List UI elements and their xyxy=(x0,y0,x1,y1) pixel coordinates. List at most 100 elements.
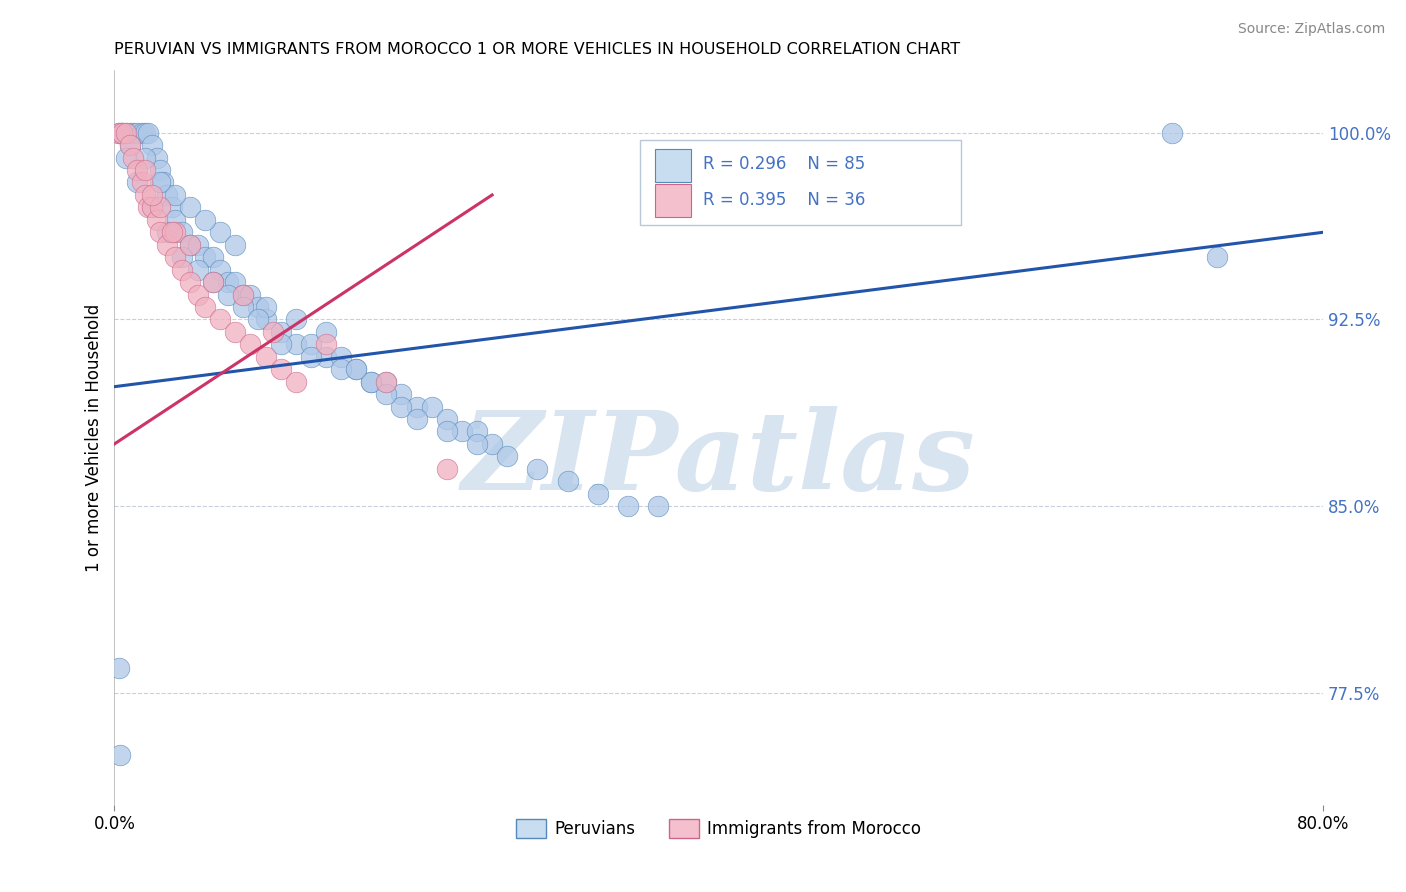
Point xyxy=(118,138,141,153)
Point xyxy=(201,275,224,289)
Point xyxy=(246,312,269,326)
Point xyxy=(118,138,141,153)
Point xyxy=(496,450,519,464)
Text: PERUVIAN VS IMMIGRANTS FROM MOROCCO 1 OR MORE VEHICLES IN HOUSEHOLD CORRELATION : PERUVIAN VS IMMIGRANTS FROM MOROCCO 1 OR… xyxy=(114,42,960,57)
Text: ZIPatlas: ZIPatlas xyxy=(461,406,976,514)
Point xyxy=(149,176,172,190)
Point xyxy=(201,250,224,264)
Text: R = 0.395    N = 36: R = 0.395 N = 36 xyxy=(703,192,866,210)
Text: R = 0.296    N = 85: R = 0.296 N = 85 xyxy=(703,155,865,173)
Point xyxy=(156,225,179,239)
Point xyxy=(111,126,134,140)
Point xyxy=(330,350,353,364)
Point xyxy=(160,225,183,239)
Point xyxy=(194,212,217,227)
Point xyxy=(436,425,458,439)
Point xyxy=(375,375,398,389)
Point xyxy=(209,262,232,277)
Point xyxy=(134,188,156,202)
Point xyxy=(111,126,134,140)
Point xyxy=(224,275,246,289)
Point xyxy=(315,325,337,339)
Point xyxy=(481,437,503,451)
Point xyxy=(254,350,277,364)
Point xyxy=(149,200,172,214)
Point xyxy=(179,237,201,252)
Point xyxy=(239,287,262,301)
Point xyxy=(262,325,284,339)
Point xyxy=(436,462,458,476)
Point xyxy=(465,437,488,451)
Point xyxy=(254,300,277,314)
Point xyxy=(405,400,427,414)
Point xyxy=(330,362,353,376)
Point xyxy=(270,337,292,351)
Point xyxy=(179,237,201,252)
Point xyxy=(115,126,138,140)
Point xyxy=(141,138,163,153)
Point xyxy=(217,275,239,289)
Point xyxy=(315,337,337,351)
Point xyxy=(125,126,148,140)
Point xyxy=(136,126,159,140)
Point xyxy=(108,661,131,675)
Point xyxy=(152,176,174,190)
Point xyxy=(557,475,579,489)
Point xyxy=(125,176,148,190)
Point xyxy=(284,312,307,326)
Point xyxy=(344,362,367,376)
Point xyxy=(145,151,167,165)
Point xyxy=(1206,250,1229,264)
Point xyxy=(270,362,292,376)
Point xyxy=(360,375,382,389)
Point xyxy=(254,312,277,326)
Point xyxy=(391,400,413,414)
Legend: Peruvians, Immigrants from Morocco: Peruvians, Immigrants from Morocco xyxy=(509,812,928,845)
Point xyxy=(134,163,156,178)
Point xyxy=(284,337,307,351)
Point xyxy=(186,262,208,277)
Point xyxy=(232,287,254,301)
Point xyxy=(141,188,163,202)
Point xyxy=(163,225,186,239)
Point xyxy=(141,200,163,214)
Point xyxy=(246,300,269,314)
Point xyxy=(617,499,640,513)
Point xyxy=(375,375,398,389)
Point xyxy=(172,225,194,239)
Point xyxy=(375,387,398,401)
Point xyxy=(125,163,148,178)
Point xyxy=(360,375,382,389)
Point xyxy=(405,412,427,426)
Point xyxy=(156,237,179,252)
Point xyxy=(186,287,208,301)
Point xyxy=(391,387,413,401)
Point xyxy=(121,151,143,165)
FancyBboxPatch shape xyxy=(640,140,960,225)
Point xyxy=(239,337,262,351)
Point xyxy=(163,188,186,202)
Point xyxy=(224,325,246,339)
Point xyxy=(131,126,153,140)
Point xyxy=(179,200,201,214)
FancyBboxPatch shape xyxy=(655,149,690,182)
Y-axis label: 1 or more Vehicles in Household: 1 or more Vehicles in Household xyxy=(86,303,103,572)
Point xyxy=(141,200,163,214)
Point xyxy=(108,126,131,140)
Point xyxy=(1161,126,1184,140)
Point xyxy=(134,126,156,140)
Point xyxy=(194,250,217,264)
Point xyxy=(465,425,488,439)
FancyBboxPatch shape xyxy=(655,185,690,218)
Point xyxy=(115,126,138,140)
Point xyxy=(201,275,224,289)
Point xyxy=(209,312,232,326)
Point xyxy=(232,287,254,301)
Point xyxy=(344,362,367,376)
Point xyxy=(160,200,183,214)
Point xyxy=(163,250,186,264)
Point xyxy=(586,487,609,501)
Point xyxy=(149,163,172,178)
Point xyxy=(163,212,186,227)
Point xyxy=(420,400,443,414)
